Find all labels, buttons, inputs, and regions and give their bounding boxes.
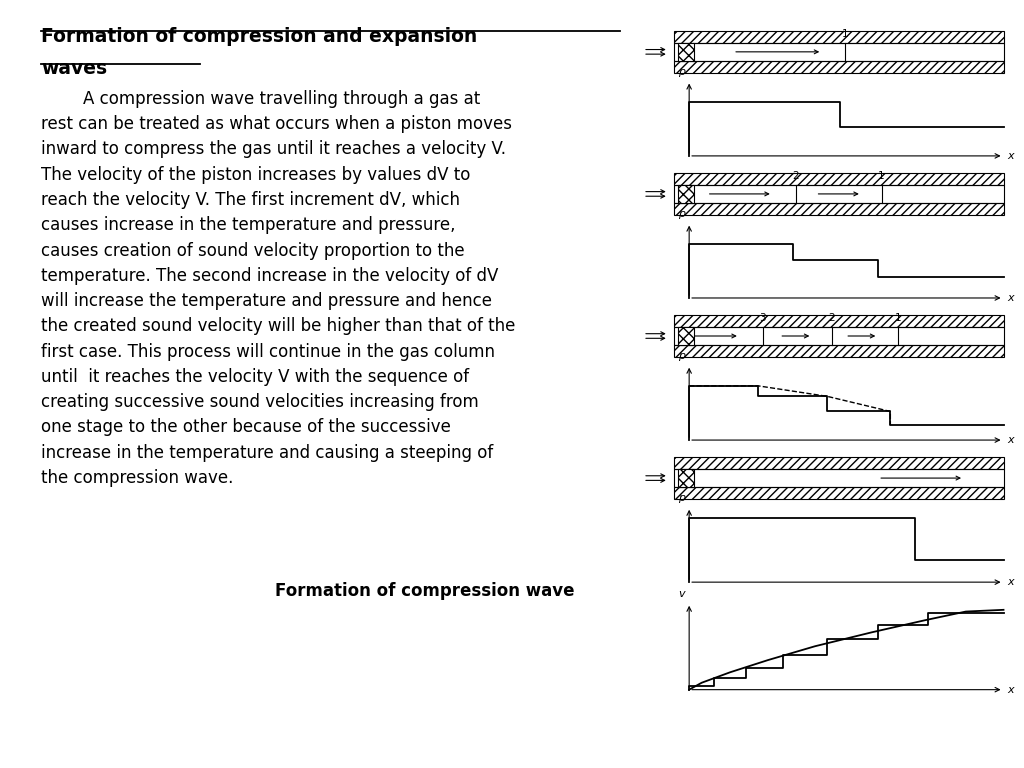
Text: 2: 2 [828, 313, 836, 323]
Text: waves: waves [41, 59, 108, 78]
Text: 1: 1 [895, 313, 901, 323]
Text: 1: 1 [879, 171, 885, 181]
Text: x: x [1008, 435, 1014, 445]
Bar [674, 457, 1004, 468]
Bar [674, 204, 1004, 215]
Bar [678, 184, 694, 204]
Text: 2: 2 [793, 171, 799, 181]
Bar [674, 326, 1004, 346]
Text: 3: 3 [760, 313, 766, 323]
Text: x: x [1008, 151, 1014, 161]
Text: Formation of compression wave: Formation of compression wave [275, 582, 574, 600]
Text: A compression wave travelling through a gas at
rest can be treated as what occur: A compression wave travelling through a … [41, 90, 515, 487]
Text: v: v [679, 589, 685, 599]
Bar [674, 184, 1004, 204]
Text: x: x [1008, 684, 1014, 695]
Text: x: x [1008, 577, 1014, 588]
Text: x: x [1008, 293, 1014, 303]
Text: p: p [679, 209, 685, 219]
Text: Formation of compression and expansion: Formation of compression and expansion [41, 27, 477, 46]
Text: p: p [679, 351, 685, 361]
Text: p: p [679, 493, 685, 503]
Bar [674, 42, 1004, 61]
Bar [674, 346, 1004, 357]
Bar [678, 42, 694, 61]
Text: 1: 1 [842, 29, 849, 39]
Bar [674, 173, 1004, 184]
Bar [674, 315, 1004, 326]
Bar [678, 326, 694, 346]
Text: p: p [679, 67, 685, 77]
Bar [674, 468, 1004, 488]
Bar [678, 468, 694, 488]
Bar [674, 61, 1004, 73]
Bar [674, 31, 1004, 42]
Bar [674, 488, 1004, 499]
